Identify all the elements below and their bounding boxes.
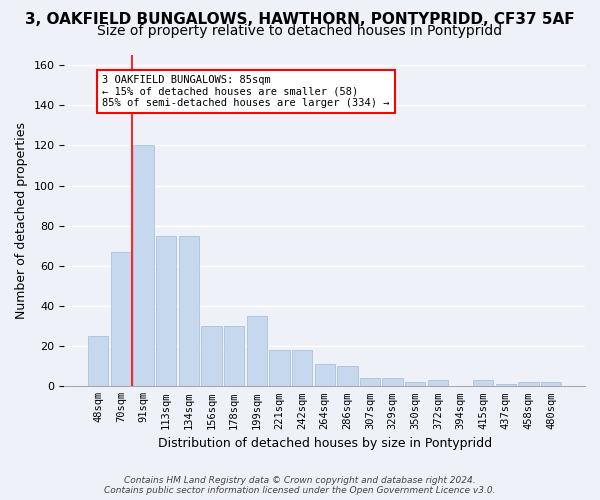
Bar <box>224 326 244 386</box>
Bar <box>292 350 312 387</box>
Bar <box>518 382 539 386</box>
Bar <box>405 382 425 386</box>
Bar <box>156 236 176 386</box>
Text: Size of property relative to detached houses in Pontypridd: Size of property relative to detached ho… <box>97 24 503 38</box>
Bar <box>428 380 448 386</box>
Bar <box>133 146 154 386</box>
Bar <box>111 252 131 386</box>
Bar <box>269 350 290 387</box>
Bar <box>314 364 335 386</box>
Bar <box>179 236 199 386</box>
Bar <box>88 336 109 386</box>
Text: Contains HM Land Registry data © Crown copyright and database right 2024.
Contai: Contains HM Land Registry data © Crown c… <box>104 476 496 495</box>
Bar <box>496 384 516 386</box>
Text: 3, OAKFIELD BUNGALOWS, HAWTHORN, PONTYPRIDD, CF37 5AF: 3, OAKFIELD BUNGALOWS, HAWTHORN, PONTYPR… <box>25 12 575 28</box>
Bar <box>201 326 221 386</box>
Bar <box>247 316 267 386</box>
Bar <box>382 378 403 386</box>
Bar <box>541 382 562 386</box>
Bar <box>360 378 380 386</box>
Y-axis label: Number of detached properties: Number of detached properties <box>15 122 28 319</box>
Text: 3 OAKFIELD BUNGALOWS: 85sqm
← 15% of detached houses are smaller (58)
85% of sem: 3 OAKFIELD BUNGALOWS: 85sqm ← 15% of det… <box>103 75 390 108</box>
Bar <box>337 366 358 386</box>
X-axis label: Distribution of detached houses by size in Pontypridd: Distribution of detached houses by size … <box>158 437 492 450</box>
Bar <box>473 380 493 386</box>
